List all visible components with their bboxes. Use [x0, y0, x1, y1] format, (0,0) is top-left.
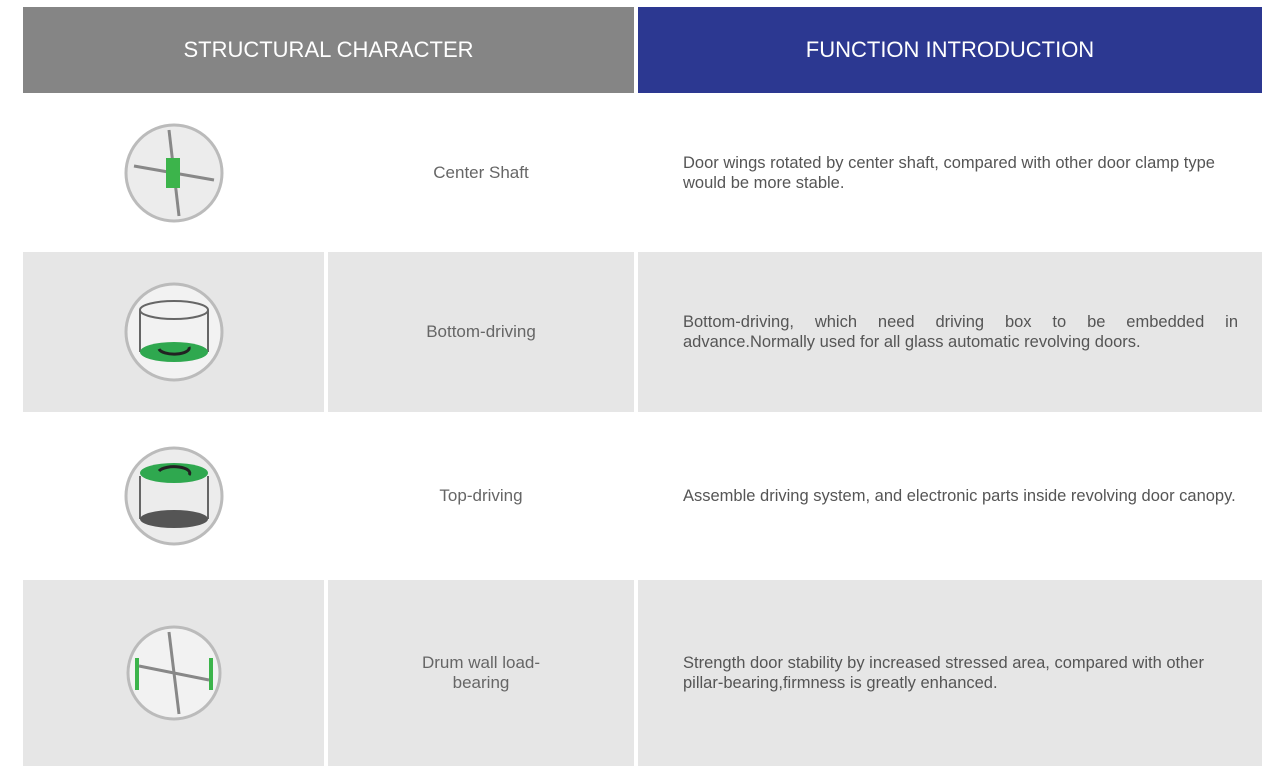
name: Bottom-driving [426, 322, 536, 341]
header-right: FUNCTION INTRODUCTION [638, 7, 1262, 93]
name-cell: Center Shaft [328, 95, 634, 250]
icon [124, 123, 223, 222]
desc-cell: Strength door stability by increased str… [638, 580, 1262, 766]
description: Door wings rotated by center shaft, comp… [683, 153, 1215, 192]
desc-cell: Assemble driving system, and electronic … [638, 414, 1262, 578]
row: Drum wall load-bearing Strength door sta… [23, 580, 1262, 766]
name-cell: Bottom-driving [328, 252, 634, 412]
row: Center Shaft Door wings rotated by cente… [23, 95, 1262, 250]
row: Bottom-driving Bottom-driving, which nee… [23, 252, 1262, 412]
icon-cell [23, 252, 324, 412]
name-cell: Top-driving [328, 414, 634, 578]
header-left: STRUCTURAL CHARACTER [23, 7, 634, 93]
desc-cell: Door wings rotated by center shaft, comp… [638, 95, 1262, 250]
icon [124, 282, 223, 382]
name: Drum wall load-bearing [421, 653, 541, 692]
row: Top-driving Assemble driving system, and… [23, 414, 1262, 578]
name-cell: Drum wall load-bearing [328, 580, 634, 766]
name: Center Shaft [433, 162, 529, 182]
description: Strength door stability by increased str… [683, 654, 1204, 692]
icon-cell [23, 580, 324, 766]
icon-cell [23, 95, 324, 250]
description: Assemble driving system, and electronic … [683, 487, 1236, 505]
icon [124, 446, 223, 546]
description: Bottom-driving, which need driving box t… [683, 313, 1238, 351]
name: Top-driving [439, 486, 523, 505]
icon-cell [23, 414, 324, 578]
icon [126, 625, 221, 721]
desc-cell: Bottom-driving, which need driving box t… [638, 252, 1262, 412]
